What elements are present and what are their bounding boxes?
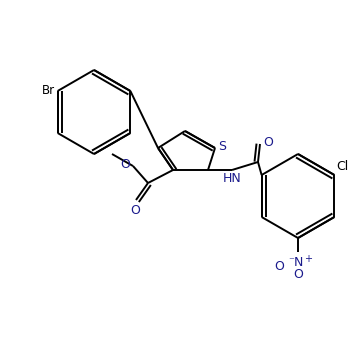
Text: O: O [130, 204, 140, 217]
Text: ⁻: ⁻ [288, 256, 294, 266]
Text: N: N [293, 256, 303, 269]
Text: Cl: Cl [336, 160, 349, 173]
Text: O: O [293, 268, 303, 281]
Text: +: + [304, 254, 312, 264]
Text: O: O [274, 260, 284, 273]
Text: O: O [120, 159, 130, 172]
Text: Br: Br [42, 83, 54, 97]
Text: HN: HN [222, 172, 241, 185]
Text: O: O [263, 137, 273, 149]
Text: S: S [218, 140, 226, 153]
